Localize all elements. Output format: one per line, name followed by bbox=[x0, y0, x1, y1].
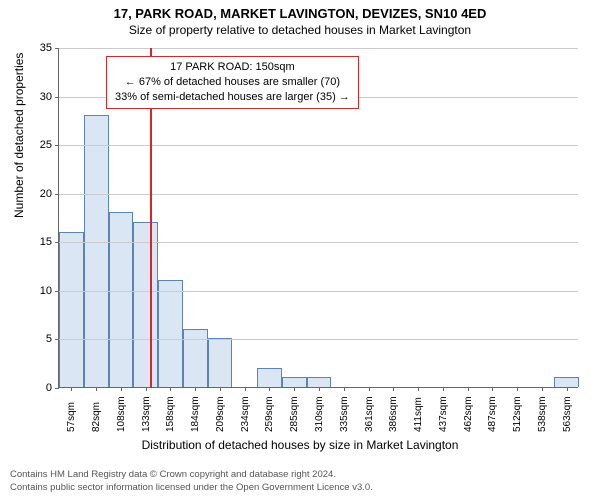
y-tick-mark bbox=[55, 339, 59, 340]
histogram-bar bbox=[282, 377, 307, 387]
annotation-box: 17 PARK ROAD: 150sqm ← 67% of detached h… bbox=[106, 56, 359, 109]
x-tick-mark bbox=[121, 387, 122, 391]
footer-line-1: Contains HM Land Registry data © Crown c… bbox=[10, 469, 373, 481]
x-tick-mark bbox=[146, 387, 147, 391]
x-tick-label: 234sqm bbox=[240, 396, 251, 432]
x-tick-mark bbox=[492, 387, 493, 391]
x-tick-label: 361sqm bbox=[364, 396, 375, 432]
histogram-bar bbox=[158, 280, 183, 387]
y-tick-mark bbox=[55, 97, 59, 98]
x-tick-label: 512sqm bbox=[512, 396, 523, 432]
histogram-bar bbox=[307, 377, 332, 387]
y-tick-label: 25 bbox=[0, 139, 52, 151]
x-tick-label: 158sqm bbox=[165, 396, 176, 432]
x-tick-mark bbox=[393, 387, 394, 391]
y-tick-label: 35 bbox=[0, 42, 52, 54]
histogram-bar bbox=[133, 222, 158, 387]
histogram-bar bbox=[554, 377, 579, 387]
x-tick-label: 487sqm bbox=[487, 396, 498, 432]
x-tick-mark bbox=[220, 387, 221, 391]
gridline bbox=[59, 48, 578, 49]
y-tick-mark bbox=[55, 242, 59, 243]
gridline bbox=[59, 339, 578, 340]
x-tick-label: 335sqm bbox=[339, 396, 350, 432]
histogram-bar bbox=[59, 232, 84, 387]
annotation-line-2: ← 67% of detached houses are smaller (70… bbox=[115, 75, 350, 90]
histogram-bar bbox=[183, 329, 208, 387]
x-tick-label: 386sqm bbox=[388, 396, 399, 432]
y-tick-label: 15 bbox=[0, 236, 52, 248]
y-tick-label: 30 bbox=[0, 91, 52, 103]
footer-attribution: Contains HM Land Registry data © Crown c… bbox=[10, 469, 373, 494]
x-tick-label: 285sqm bbox=[289, 396, 300, 432]
x-tick-label: 184sqm bbox=[190, 396, 201, 432]
y-tick-mark bbox=[55, 48, 59, 49]
x-tick-label: 259sqm bbox=[264, 396, 275, 432]
x-tick-label: 57sqm bbox=[66, 402, 77, 432]
x-axis-label: Distribution of detached houses by size … bbox=[0, 438, 600, 452]
histogram-bar bbox=[257, 368, 282, 387]
annotation-line-3: 33% of semi-detached houses are larger (… bbox=[115, 90, 350, 105]
x-tick-mark bbox=[294, 387, 295, 391]
gridline bbox=[59, 242, 578, 243]
gridline bbox=[59, 194, 578, 195]
histogram-bar bbox=[109, 212, 134, 387]
y-tick-label: 20 bbox=[0, 188, 52, 200]
title-line-1: 17, PARK ROAD, MARKET LAVINGTON, DEVIZES… bbox=[0, 6, 600, 21]
x-tick-label: 310sqm bbox=[314, 396, 325, 432]
x-tick-label: 108sqm bbox=[116, 396, 127, 432]
x-tick-label: 437sqm bbox=[438, 396, 449, 432]
x-tick-mark bbox=[245, 387, 246, 391]
histogram-bar bbox=[84, 115, 109, 387]
x-tick-mark bbox=[369, 387, 370, 391]
annotation-line-1: 17 PARK ROAD: 150sqm bbox=[115, 60, 350, 75]
x-tick-label: 538sqm bbox=[537, 396, 548, 432]
title-line-2: Size of property relative to detached ho… bbox=[0, 23, 600, 37]
x-tick-label: 462sqm bbox=[463, 396, 474, 432]
x-tick-label: 133sqm bbox=[141, 396, 152, 432]
histogram-bar bbox=[208, 338, 233, 387]
gridline bbox=[59, 145, 578, 146]
chart-title-block: 17, PARK ROAD, MARKET LAVINGTON, DEVIZES… bbox=[0, 0, 600, 37]
y-tick-mark bbox=[55, 388, 59, 389]
x-tick-mark bbox=[344, 387, 345, 391]
x-tick-mark bbox=[517, 387, 518, 391]
gridline bbox=[59, 291, 578, 292]
y-tick-mark bbox=[55, 145, 59, 146]
x-tick-label: 563sqm bbox=[562, 396, 573, 432]
x-tick-mark bbox=[195, 387, 196, 391]
footer-line-2: Contains public sector information licen… bbox=[10, 482, 373, 494]
x-tick-mark bbox=[542, 387, 543, 391]
x-tick-mark bbox=[269, 387, 270, 391]
y-tick-mark bbox=[55, 291, 59, 292]
x-tick-mark bbox=[170, 387, 171, 391]
x-tick-mark bbox=[468, 387, 469, 391]
y-tick-label: 5 bbox=[0, 333, 52, 345]
y-tick-label: 10 bbox=[0, 285, 52, 297]
x-tick-mark bbox=[567, 387, 568, 391]
x-tick-label: 209sqm bbox=[215, 396, 226, 432]
x-tick-label: 411sqm bbox=[413, 397, 424, 432]
x-tick-mark bbox=[443, 387, 444, 391]
x-tick-mark bbox=[319, 387, 320, 391]
x-tick-mark bbox=[418, 387, 419, 391]
x-tick-mark bbox=[96, 387, 97, 391]
x-tick-mark bbox=[71, 387, 72, 391]
y-tick-label: 0 bbox=[0, 382, 52, 394]
x-tick-label: 82sqm bbox=[91, 402, 102, 432]
y-tick-mark bbox=[55, 194, 59, 195]
